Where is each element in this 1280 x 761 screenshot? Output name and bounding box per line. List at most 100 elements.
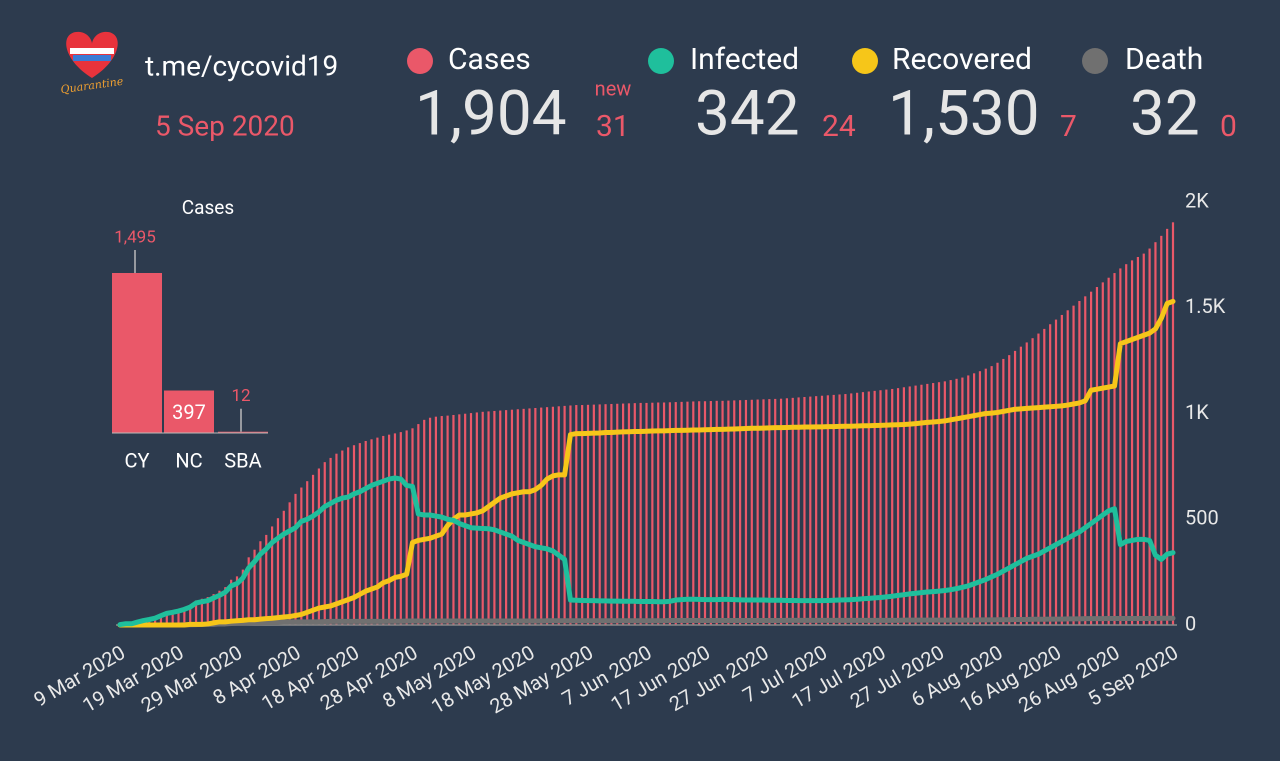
bar	[856, 392, 859, 625]
x-tick-label: SBA	[224, 448, 261, 472]
bar	[282, 510, 285, 625]
line-death	[117, 615, 1176, 628]
bar	[1066, 310, 1069, 625]
total-value: 342	[695, 77, 800, 150]
logo: Quarantine	[60, 31, 125, 96]
bar	[376, 437, 379, 625]
bar	[417, 424, 420, 625]
bar	[984, 368, 987, 625]
bar	[1025, 342, 1028, 625]
bar	[861, 392, 865, 625]
legend-marker	[648, 48, 674, 74]
bar	[154, 618, 157, 625]
bar	[973, 373, 976, 625]
bar	[206, 597, 209, 625]
bar	[727, 400, 730, 625]
bar	[218, 590, 221, 625]
bar	[914, 385, 917, 625]
bar	[604, 404, 607, 625]
bar	[1072, 305, 1075, 625]
x-tick-label: CY	[124, 448, 149, 472]
bar	[510, 409, 514, 625]
new-value: 7	[1060, 109, 1077, 144]
bar	[148, 619, 151, 625]
bar	[159, 615, 163, 625]
bar	[469, 413, 473, 625]
bar	[358, 443, 361, 625]
bar	[294, 493, 297, 625]
bar	[434, 416, 437, 625]
bar	[668, 402, 671, 625]
legend-label: Recovered	[892, 42, 1032, 77]
bar	[370, 439, 373, 625]
x-tick-label: NC	[175, 448, 202, 472]
bar	[481, 411, 484, 625]
bar	[1171, 222, 1175, 625]
bar	[569, 405, 572, 625]
bar	[1154, 242, 1157, 625]
bar	[534, 408, 537, 625]
bar	[592, 404, 595, 625]
bar	[411, 428, 414, 625]
bar	[311, 474, 315, 625]
bar	[212, 594, 215, 625]
bar	[955, 378, 958, 625]
bar	[709, 401, 712, 625]
logo-stripe	[70, 48, 114, 54]
bar	[464, 413, 467, 625]
bar	[978, 371, 982, 625]
bar	[247, 557, 250, 625]
bar	[733, 400, 736, 625]
bar	[902, 387, 905, 625]
bar	[896, 388, 900, 625]
bar	[832, 394, 835, 625]
bar	[838, 394, 841, 625]
bar	[768, 399, 771, 625]
bar	[194, 600, 198, 625]
bar	[662, 402, 666, 625]
line-infected	[117, 475, 1176, 628]
new-value: 31	[596, 109, 630, 144]
bar	[639, 402, 642, 625]
bar	[581, 405, 584, 625]
bar	[493, 410, 496, 625]
bar	[1130, 260, 1134, 625]
bar	[739, 400, 742, 625]
bar	[164, 390, 214, 433]
bar	[364, 440, 367, 625]
bar	[680, 401, 683, 625]
y-tick-label: 1K	[1185, 400, 1209, 424]
bar	[791, 397, 794, 625]
bar	[932, 383, 935, 625]
bar	[112, 273, 162, 433]
bar	[276, 518, 280, 625]
bar	[1049, 324, 1052, 625]
bar	[388, 434, 391, 625]
new-value: 24	[822, 109, 856, 144]
bar	[785, 398, 788, 625]
legend-label: Death	[1125, 42, 1203, 77]
bar	[885, 389, 888, 625]
bar	[674, 402, 677, 625]
bar	[1119, 268, 1122, 625]
bar	[335, 453, 338, 625]
bar	[1019, 346, 1022, 625]
bar	[698, 401, 701, 625]
value-label: 397	[172, 400, 206, 424]
date: 5 Sep 2020	[155, 109, 295, 142]
legend-label: Infected	[690, 42, 799, 77]
bar	[744, 399, 748, 625]
bar	[873, 390, 876, 625]
bar	[1142, 253, 1145, 625]
bar	[306, 481, 309, 625]
y-tick-label: 500	[1185, 506, 1219, 530]
bar	[779, 398, 783, 625]
y-tick-label: 0	[1185, 611, 1196, 635]
bar	[943, 381, 946, 625]
bar	[756, 399, 759, 625]
bar	[826, 395, 829, 625]
bar	[1160, 235, 1163, 625]
bar	[499, 410, 502, 625]
bar	[1095, 287, 1099, 625]
